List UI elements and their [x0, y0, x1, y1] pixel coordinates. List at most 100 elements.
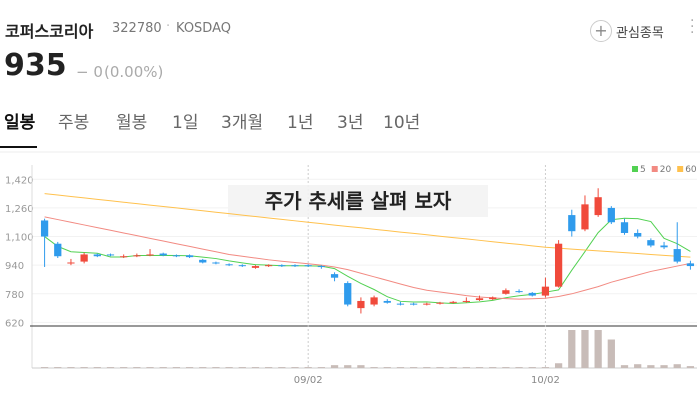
candle-body [594, 197, 602, 216]
volume-bar [344, 365, 352, 368]
legend-swatch [651, 166, 658, 172]
y-tick-label: 1,100 [5, 233, 34, 244]
moving-average [44, 217, 691, 304]
volume-bar [383, 367, 391, 368]
candle-body [40, 220, 49, 237]
volume-bar [106, 367, 115, 368]
more-menu[interactable]: · · · [690, 13, 695, 41]
period-tab[interactable]: 월봉 [116, 113, 148, 133]
candle-body [568, 215, 576, 232]
period-tab[interactable]: 일봉 [4, 113, 36, 133]
stock-market: KOSDAQ [176, 21, 231, 36]
volume-bar [396, 367, 405, 368]
y-tick-label: 1,260 [5, 204, 34, 215]
candle-body [607, 207, 615, 223]
candle-body [554, 243, 563, 287]
period-tab[interactable]: 10년 [383, 113, 421, 133]
candle-body [475, 298, 484, 301]
price-change: − 0 [76, 63, 103, 81]
candle-body [489, 297, 497, 300]
candle-body [304, 265, 312, 267]
legend-label: 5 [640, 165, 646, 175]
volume-bar [568, 330, 576, 368]
volume-bar [172, 367, 181, 368]
candle-body [383, 300, 391, 303]
candle-body [80, 254, 88, 262]
volume-bar [238, 367, 246, 368]
watch-button[interactable]: 관심종목 [616, 26, 664, 41]
y-tick-label: 940 [5, 261, 24, 272]
volume-bar [330, 365, 339, 368]
candle-body [423, 303, 431, 305]
overlay-bg [228, 185, 488, 217]
period-tab[interactable]: 주봉 [58, 113, 90, 133]
y-tick-label: 780 [5, 290, 24, 301]
volume-bar [581, 330, 589, 368]
volume-bar [462, 367, 470, 368]
volume-bar [67, 367, 75, 368]
candle-body [528, 292, 536, 296]
legend-label: 20 [660, 165, 672, 175]
candle-body [620, 222, 629, 233]
candle-body [462, 300, 470, 302]
volume-bar [607, 339, 615, 368]
volume-bar [620, 365, 629, 368]
period-tab[interactable]: 3년 [337, 113, 364, 133]
period-tab[interactable]: 1년 [287, 113, 314, 133]
volume-bar [251, 367, 260, 368]
candle-body [436, 302, 444, 304]
volume-bar [265, 367, 273, 368]
moving-average [44, 216, 691, 300]
volume-bar [410, 367, 418, 368]
candle-body [317, 266, 325, 268]
watch-icon[interactable]: + [590, 20, 612, 42]
volume-bar [291, 367, 299, 368]
candle-body [67, 262, 75, 264]
period-tab[interactable]: 1일 [172, 113, 199, 133]
stock-name: 코퍼스코리아 [5, 22, 94, 41]
candle-body [449, 301, 457, 303]
candle-body [647, 240, 655, 246]
period-tab[interactable]: 3개월 [221, 113, 264, 133]
volume-bar [159, 367, 167, 368]
candle-body [686, 263, 695, 267]
volume-bar [370, 367, 378, 368]
y-tick-label: 620 [5, 318, 24, 329]
volume-bar [120, 367, 128, 368]
candle-body [541, 286, 550, 296]
volume-bar [634, 364, 642, 368]
volume-bar [357, 365, 365, 368]
candle-body [159, 253, 167, 256]
volume-bar [686, 366, 695, 368]
candle-body [106, 254, 115, 256]
candle-body [172, 255, 181, 257]
volume-bar [212, 367, 220, 368]
volume-bar [541, 367, 550, 368]
candle-body [225, 264, 233, 266]
volume-bar [489, 367, 497, 368]
separator: · [166, 19, 171, 34]
legend-label: 60 [685, 165, 697, 175]
legend-swatch [677, 166, 684, 172]
x-tick-label: 09/02 [294, 375, 323, 386]
volume-bar [225, 367, 233, 368]
candle-body [146, 254, 154, 256]
volume-bar [436, 367, 444, 368]
tab-underline [0, 146, 37, 148]
candle-body [265, 265, 273, 267]
candle-body [278, 265, 286, 267]
candle-body [370, 297, 378, 305]
volume-bar [449, 367, 457, 368]
volume-bar [93, 367, 101, 368]
volume-bar [554, 363, 563, 368]
candle-body [93, 254, 101, 257]
volume-bar [660, 365, 668, 368]
candle-body [330, 274, 339, 278]
volume-bar [475, 367, 484, 368]
stock-price: 935 [4, 48, 67, 83]
legend-swatch [632, 166, 638, 172]
volume-bar [673, 364, 681, 368]
candle-body [502, 290, 510, 294]
